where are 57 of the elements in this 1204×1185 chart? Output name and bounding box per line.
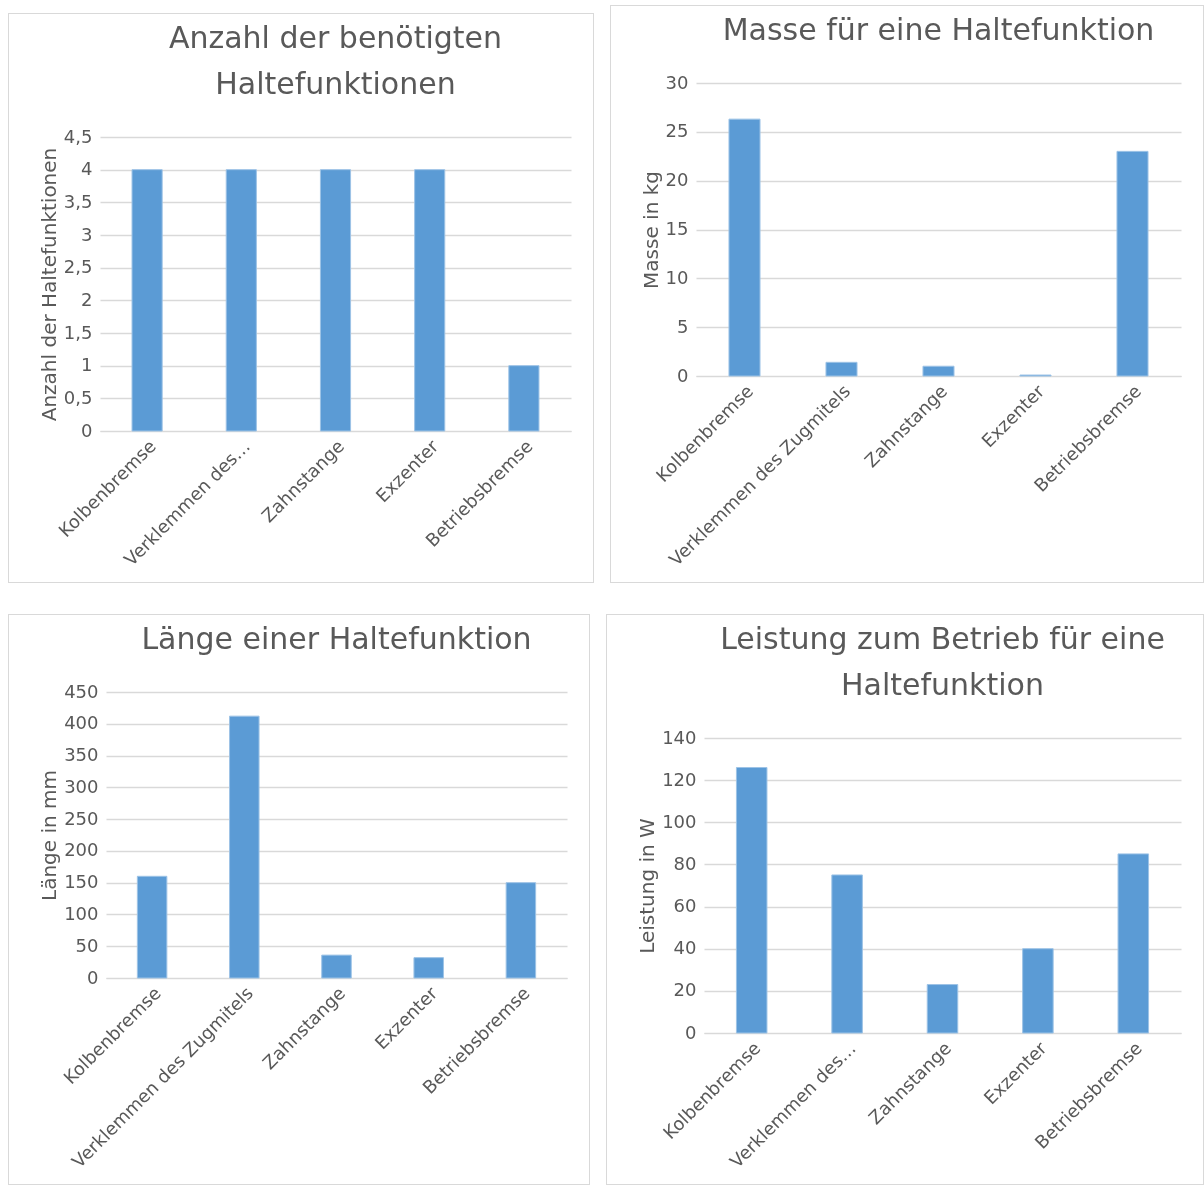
y-tick-label: 4 <box>81 158 93 180</box>
y-tick-label: 3 <box>81 223 93 245</box>
y-tick-label: 50 <box>75 934 99 956</box>
y-tick-label: 80 <box>673 852 697 874</box>
y-tick-label: 0 <box>685 1021 697 1043</box>
y-tick-label: 0 <box>677 364 689 386</box>
y-tick-label: 400 <box>64 712 99 734</box>
y-tick-label: 20 <box>665 169 689 191</box>
y-tick-label: 250 <box>64 807 99 829</box>
bar <box>926 984 959 1034</box>
y-tick-label: 2 <box>81 288 93 310</box>
y-tick-label: 40 <box>673 937 697 959</box>
bar <box>229 715 260 979</box>
bar <box>1022 948 1054 1034</box>
chart-title: Leistung zum Betrieb für eine Haltefunktion <box>720 621 1165 702</box>
y-tick-label: 120 <box>662 768 697 790</box>
y-tick-label: 30 <box>665 71 689 93</box>
y-tick-label: 450 <box>64 680 99 702</box>
y-axis-title: Masse in kg <box>638 171 663 289</box>
bar <box>922 365 955 377</box>
bar <box>413 957 444 979</box>
y-tick-label: 20 <box>673 979 697 1001</box>
y-tick-label: 1,5 <box>63 321 93 343</box>
y-axis-title: Leistung in W <box>635 817 660 954</box>
bar <box>728 118 761 377</box>
y-tick-label: 1 <box>81 354 93 376</box>
y-tick-label: 5 <box>677 315 689 337</box>
bar <box>735 767 768 1034</box>
bar <box>321 954 352 979</box>
y-tick-label: 0 <box>87 966 99 988</box>
y-tick-label: 25 <box>665 120 689 142</box>
y-tick-label: 200 <box>64 839 99 861</box>
bar <box>1116 150 1149 377</box>
bar <box>1117 853 1150 1034</box>
chart-title: Masse für eine Haltefunktion <box>722 12 1155 47</box>
bar <box>505 882 537 979</box>
y-axis-title: Anzahl der Haltefunktionen <box>36 147 61 422</box>
y-tick-label: 0,5 <box>63 386 93 408</box>
y-tick-label: 4,5 <box>63 125 93 147</box>
chart-title: Anzahl der benötigten Haltefunktionen <box>168 20 503 101</box>
y-tick-label: 300 <box>64 775 99 797</box>
y-tick-label: 100 <box>662 810 697 832</box>
y-tick-label: 350 <box>64 744 99 766</box>
y-tick-label: 15 <box>665 218 689 239</box>
chart-title: Länge einer Haltefunktion <box>141 621 532 656</box>
bar <box>831 874 863 1034</box>
bar <box>136 875 168 979</box>
y-tick-label: 60 <box>673 895 697 917</box>
y-axis-title: Länge in mm <box>37 770 62 901</box>
y-tick-label: 0 <box>81 419 93 441</box>
y-tick-label: 3,5 <box>63 190 93 212</box>
y-tick-label: 140 <box>662 726 697 748</box>
y-tick-label: 2,5 <box>63 256 93 278</box>
bar <box>825 361 858 377</box>
y-tick-label: 100 <box>64 902 99 924</box>
y-tick-label: 10 <box>665 266 689 288</box>
y-tick-label: 150 <box>64 871 99 893</box>
